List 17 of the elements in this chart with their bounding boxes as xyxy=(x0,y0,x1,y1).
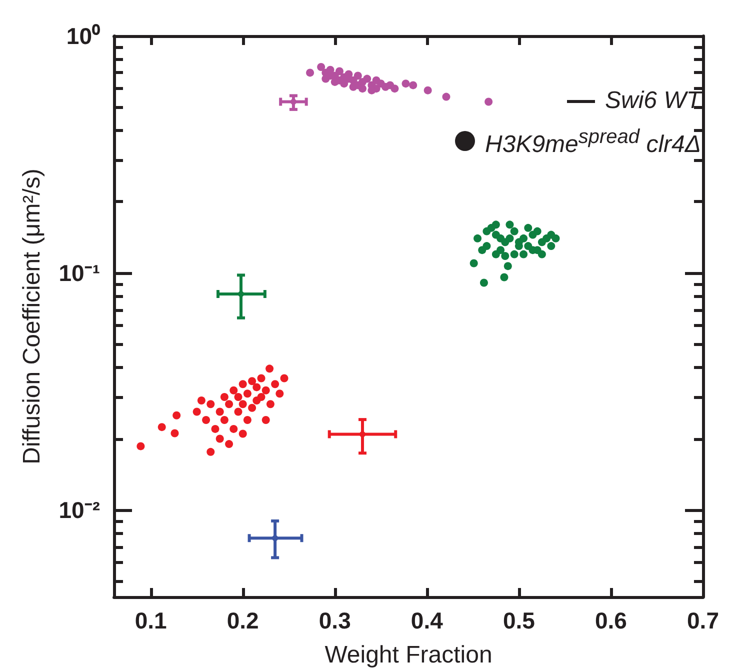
x-axis-title: Weight Fraction xyxy=(324,642,492,668)
point xyxy=(272,535,278,542)
y-tick-label: 10⁻² xyxy=(58,497,100,524)
x-tick-label: 0.6 xyxy=(594,608,627,634)
x-tick-label: 0.7 xyxy=(687,608,719,634)
x-tick-label: 0.4 xyxy=(410,608,444,634)
y-tick-label: 10⁻¹ xyxy=(58,260,100,286)
x-tick-label: 0.1 xyxy=(134,608,167,634)
x-tick-label: 0.5 xyxy=(502,608,536,634)
x-tick-label: 0.2 xyxy=(226,608,259,634)
y-tick-label: 10⁰ xyxy=(66,23,101,49)
point xyxy=(359,431,366,438)
annotation: Swi6 WT xyxy=(605,86,701,116)
y-axis-title: Diffusion Coefficient (μm²/s) xyxy=(18,168,46,464)
x-tick-label: 0.3 xyxy=(318,608,351,634)
point xyxy=(290,98,296,105)
annotation: H3K9me$^{spread}$ clr4Δ xyxy=(485,125,701,160)
